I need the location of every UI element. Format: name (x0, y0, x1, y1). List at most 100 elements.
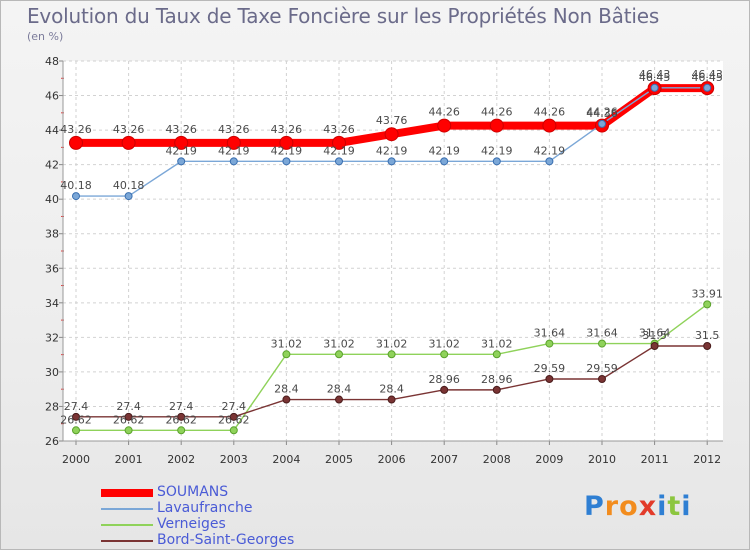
legend-label: Verneiges (157, 516, 226, 532)
data-point (335, 350, 343, 359)
data-label: 31.02 (271, 337, 303, 350)
data-point (69, 135, 83, 150)
x-tick-label: 2009 (535, 453, 563, 466)
data-point (124, 192, 133, 201)
data-point (229, 157, 238, 166)
x-tick-label: 2006 (378, 453, 406, 466)
x-tick-label: 2003 (220, 453, 248, 466)
logo-letter: o (619, 491, 639, 522)
data-point (598, 374, 606, 383)
data-point (229, 412, 238, 421)
data-label: 42.19 (428, 144, 460, 157)
data-label: 26.62 (165, 413, 197, 426)
data-label: 28.4 (327, 383, 352, 396)
data-label: 46.45 (691, 71, 723, 84)
data-label: 44.26 (586, 106, 618, 119)
data-point (545, 339, 554, 348)
x-tick-label: 2008 (483, 453, 511, 466)
x-tick-label: 2005 (325, 453, 353, 466)
data-point (650, 342, 659, 350)
legend-swatch (101, 489, 153, 497)
data-point (703, 83, 712, 92)
data-label: 40.18 (113, 179, 145, 192)
data-label: 42.19 (165, 144, 197, 157)
data-label: 31.02 (428, 337, 460, 350)
data-label: 31.5 (695, 329, 720, 342)
data-label: 26.62 (218, 413, 250, 426)
data-point (598, 339, 606, 348)
legend-swatch (101, 508, 153, 510)
data-label: 43.26 (218, 123, 250, 136)
legend-label: Bord-Saint-Georges (157, 532, 295, 548)
data-label: 28.4 (379, 383, 404, 396)
data-label: 26.62 (60, 413, 92, 426)
data-label: 42.19 (323, 144, 355, 157)
y-tick-label: 48 (45, 55, 59, 68)
data-point (279, 135, 294, 150)
logo-letter: i (657, 491, 668, 522)
data-point (545, 374, 554, 383)
data-point (124, 412, 133, 421)
data-label: 44.26 (428, 106, 460, 119)
x-tick-label: 2004 (272, 453, 300, 466)
data-point (72, 192, 80, 201)
data-label: 27.4 (116, 400, 141, 413)
data-label: 29.59 (534, 362, 566, 375)
data-label: 42.19 (534, 144, 566, 157)
data-label: 40.18 (60, 179, 92, 192)
data-point (387, 350, 396, 359)
x-tick-label: 2012 (693, 453, 721, 466)
y-tick-label: 30 (45, 366, 59, 379)
legend-label: SOUMANS (157, 484, 229, 500)
data-point (72, 412, 80, 421)
data-point (177, 426, 186, 435)
data-point (282, 350, 291, 359)
data-label: 31.02 (323, 337, 355, 350)
y-tick-label: 34 (45, 297, 59, 310)
logo-letter: i (681, 491, 692, 522)
data-label: 31.64 (586, 327, 618, 340)
data-point (440, 385, 449, 394)
x-tick-label: 2001 (115, 453, 143, 466)
data-label: 44.26 (481, 106, 513, 119)
data-point (492, 350, 501, 359)
legend-swatch (101, 524, 153, 526)
data-label: 31.02 (376, 337, 408, 350)
data-point (387, 395, 396, 404)
logo-letter: x (638, 491, 658, 522)
data-label: 31.5 (642, 329, 667, 342)
data-label: 27.4 (222, 400, 247, 413)
data-point (387, 157, 396, 166)
data-point (229, 426, 238, 435)
data-point (437, 118, 452, 133)
y-tick-label: 26 (45, 435, 59, 448)
data-point (226, 135, 241, 150)
y-tick-label: 36 (45, 262, 59, 275)
data-point (384, 127, 399, 142)
data-point (440, 157, 449, 166)
x-tick-label: 2011 (641, 453, 669, 466)
legend-swatch (101, 540, 153, 542)
data-point (440, 350, 449, 359)
proxiti-logo: Proxiti (584, 491, 692, 522)
data-label: 43.26 (165, 123, 197, 136)
data-label: 28.96 (428, 373, 460, 386)
data-label: 46.43 (691, 68, 723, 81)
data-point (282, 157, 291, 166)
data-point (332, 135, 346, 150)
data-label: 43.26 (271, 123, 303, 136)
logo-letter: r (604, 491, 620, 522)
data-point (177, 412, 186, 421)
y-tick-label: 46 (45, 90, 59, 103)
y-tick-label: 32 (45, 331, 59, 344)
data-label: 42.19 (481, 144, 513, 157)
plot-area (63, 61, 723, 441)
data-label: 33.91 (691, 287, 723, 300)
data-label: 44.26 (534, 106, 566, 119)
chart-subtitle: (en %) (27, 30, 64, 43)
data-label: 42.19 (271, 144, 303, 157)
data-label: 31.02 (481, 337, 513, 350)
data-label: 43.26 (113, 123, 145, 136)
